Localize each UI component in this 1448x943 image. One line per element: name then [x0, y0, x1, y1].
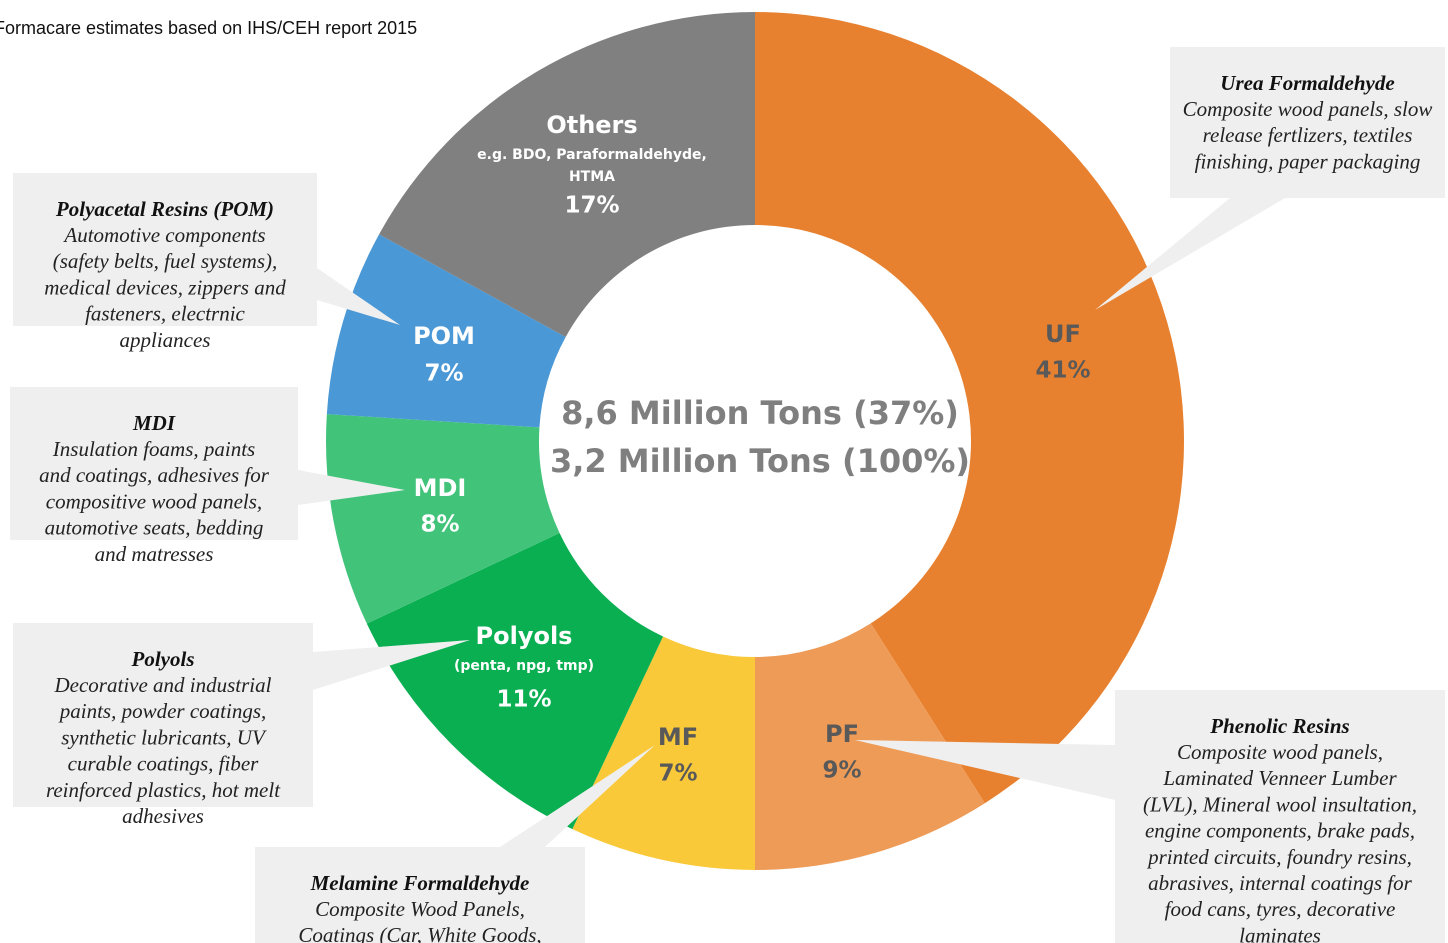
callout-box	[10, 387, 298, 540]
callout-title: Urea Formaldehyde	[1220, 71, 1394, 95]
segment-subtitle: (penta, npg, tmp)	[454, 658, 594, 674]
callout-text: compositive wood panels,	[46, 489, 262, 513]
callout-text: food cans, tyres, decorative	[1165, 897, 1396, 921]
callout-text: and coatings, adhesives for	[39, 463, 270, 487]
donut-segment	[379, 12, 755, 337]
callout-box	[13, 173, 317, 326]
callout-text: Composite wood panels,	[1177, 740, 1383, 764]
segment-label: PF	[825, 720, 859, 748]
callout-text: curable coatings, fiber	[68, 752, 260, 776]
value-label: 41%	[1035, 358, 1090, 384]
callout-pointer	[1095, 198, 1285, 310]
donut-segment	[755, 623, 985, 870]
segment-subtitle: HTMA	[569, 169, 615, 185]
callout-pointer	[855, 740, 1115, 800]
callout-text: printed circuits, foundry resins,	[1146, 845, 1412, 869]
source-note: Formacare estimates based on IHS/CEH rep…	[0, 18, 417, 38]
callout-box	[13, 623, 313, 807]
donut-segment	[325, 414, 560, 624]
callout-text: synthetic lubricants, UV	[61, 725, 267, 749]
callout-text: engine components, brake pads,	[1145, 819, 1415, 843]
segment-label: Polyols	[476, 622, 573, 650]
callout-text: Laminated Venneer Lumber	[1162, 766, 1397, 790]
value-label: 9%	[822, 758, 861, 784]
value-label: 8%	[420, 512, 459, 538]
callout-text: Composite Wood Panels,	[315, 897, 525, 921]
callout-text: (safety belts, fuel systems),	[53, 249, 278, 273]
callout-title: Melamine Formaldehyde	[310, 871, 530, 895]
callout-title: Polyols	[131, 647, 195, 671]
value-label: 7%	[424, 361, 463, 387]
callout-pointer	[313, 640, 470, 690]
callout-text: automotive seats, bedding	[45, 516, 264, 540]
segment-label: Others	[546, 111, 637, 139]
segment-label: MDI	[414, 474, 467, 502]
center-text: 3,2 Million Tons (100%)	[550, 442, 970, 480]
segment-label: UF	[1045, 320, 1081, 348]
callout-text: Automotive components	[62, 223, 265, 247]
donut-segment	[572, 636, 755, 870]
callout-text: Composite wood panels, slow	[1183, 97, 1433, 121]
callout-title: MDI	[132, 411, 176, 435]
callout-pointer	[500, 745, 655, 847]
center-text: 8,6 Million Tons (37%)	[561, 394, 959, 432]
callout-text: and matresses	[95, 542, 214, 566]
callout-title: Polyacetal Resins (POM)	[55, 197, 274, 221]
callout-text: (LVL), Mineral wool insultation,	[1143, 792, 1417, 816]
callout-box	[1170, 47, 1445, 198]
callout-text: laminates	[1239, 923, 1321, 943]
value-label: 7%	[658, 761, 697, 787]
callout-pointer	[298, 470, 405, 505]
donut-segment	[366, 532, 664, 830]
segment-label: MF	[658, 723, 698, 751]
callout-box	[1115, 690, 1445, 943]
callout-text: appliances	[120, 328, 211, 352]
callout-text: medical devices, zippers and	[44, 275, 286, 299]
callout-text: Decorative and industrial	[54, 673, 272, 697]
callout-text: paints, powder coatings,	[58, 699, 267, 723]
segment-label: POM	[413, 322, 475, 350]
callout-text: finishing, paper packaging	[1195, 149, 1421, 173]
callout-text: adhesives	[122, 804, 204, 828]
callout-text: abrasives, internal coatings for	[1148, 871, 1412, 895]
callout-title: Phenolic Resins	[1209, 714, 1349, 738]
segment-subtitle: e.g. BDO, Paraformaldehyde,	[477, 147, 707, 163]
callout-text: release fertlizers, textiles	[1203, 123, 1413, 147]
callout-text: Coatings (Car, White Goods,	[298, 923, 541, 943]
callout-box	[255, 847, 585, 943]
donut-segment	[755, 12, 1185, 804]
value-label: 17%	[564, 193, 619, 219]
callout-text: Insulation foams, paints	[52, 437, 255, 461]
callout-pointer	[317, 268, 400, 325]
value-label: 11%	[496, 687, 551, 713]
callout-text: fasteners, electrnic	[85, 302, 245, 326]
callout-text: reinforced plastics, hot melt	[46, 778, 281, 802]
donut-segment	[326, 234, 566, 428]
